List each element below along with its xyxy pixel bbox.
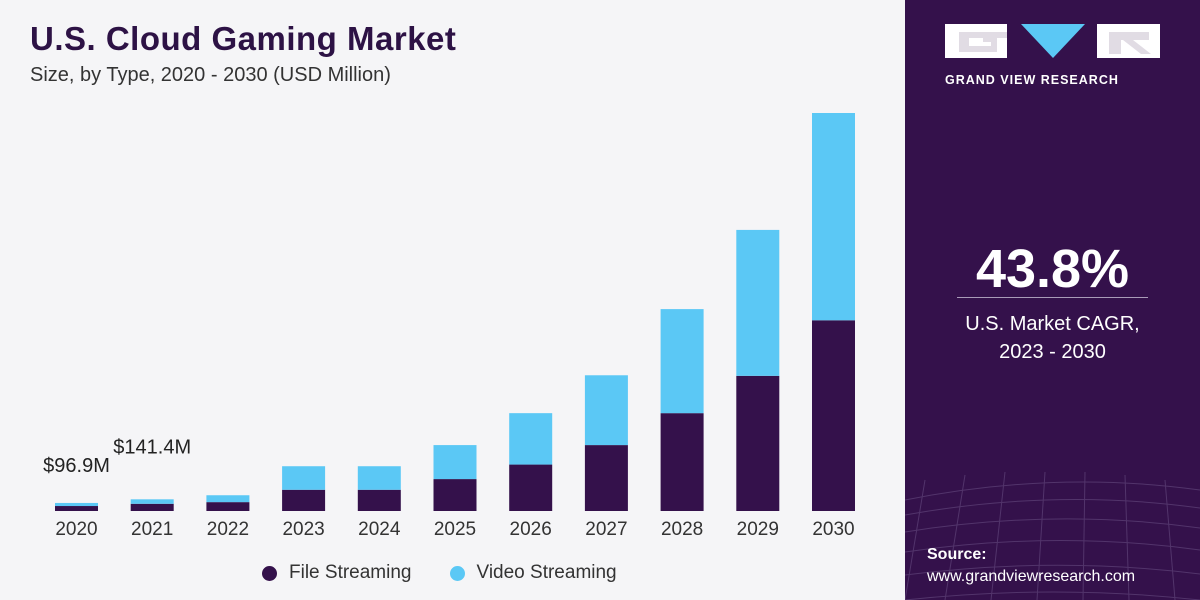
- brand-logo: GRAND VIEW RESEARCH: [945, 24, 1160, 87]
- bar-video-2027: [584, 375, 628, 446]
- bar-video-2021: [130, 499, 174, 504]
- bar-video-2022: [206, 495, 250, 503]
- bar-file-2024: [357, 489, 401, 511]
- x-tick-label-2024: 2024: [358, 519, 401, 540]
- x-tick-label-2029: 2029: [737, 519, 779, 540]
- legend-item-file-streaming: File Streaming: [262, 562, 412, 584]
- decorative-grid: [905, 471, 1200, 600]
- chart-title: U.S. Cloud Gaming Market: [30, 20, 457, 57]
- source-url[interactable]: www.grandviewresearch.com: [927, 568, 1136, 585]
- bar-file-2028: [660, 413, 704, 511]
- bar-video-2026: [509, 413, 553, 465]
- x-tick-label-2020: 2020: [55, 519, 97, 540]
- legend-item-video-streaming: Video Streaming: [449, 562, 617, 584]
- cagr-value: 43.8%: [975, 239, 1130, 299]
- bar-file-2030: [812, 320, 855, 511]
- cagr-label: U.S. Market CAGR, 2023 - 2030: [905, 310, 1200, 366]
- bar-file-2021: [130, 503, 174, 511]
- legend-label-video-streaming: Video Streaming: [476, 562, 617, 583]
- bar-video-2025: [433, 445, 477, 480]
- cagr-label-line1: U.S. Market CAGR,: [965, 313, 1140, 335]
- bar-video-2030: [812, 113, 855, 321]
- source-block: Source: www.grandviewresearch.com: [927, 544, 1135, 588]
- x-tick-label-2030: 2030: [812, 519, 854, 540]
- bar-file-2027: [584, 445, 628, 511]
- chart-legend: File Streaming Video Streaming: [262, 562, 655, 584]
- x-tick-label-2028: 2028: [661, 519, 703, 540]
- legend-label-file-streaming: File Streaming: [289, 562, 412, 583]
- bar-video-2020: [55, 502, 98, 507]
- stacked-bar-chart: 2020 2021 2022 2023 2024 2025 2026 2027 2028 2029…: [43, 113, 855, 540]
- bar-video-2028: [660, 309, 704, 414]
- bar-video-2029: [736, 229, 780, 376]
- cagr-label-line2: 2023 - 2030: [999, 341, 1106, 363]
- bar-file-2020: [55, 506, 98, 511]
- x-tick-label-2027: 2027: [585, 519, 627, 540]
- bar-video-2023: [282, 466, 326, 490]
- legend-swatch-video-streaming: [449, 565, 465, 581]
- info-sidebar: GRAND VIEW RESEARCH 43.8% U.S. Market CA…: [905, 0, 1200, 600]
- x-tick-label-2022: 2022: [207, 519, 249, 540]
- bar-file-2029: [736, 375, 780, 511]
- x-tick-label-2026: 2026: [510, 519, 552, 540]
- legend-swatch-file-streaming: [262, 565, 277, 581]
- cagr-divider: [957, 297, 1148, 298]
- gvr-logo-icon: [945, 24, 1160, 58]
- bar-file-2026: [509, 464, 553, 511]
- brand-name: GRAND VIEW RESEARCH: [945, 73, 1119, 87]
- bar-file-2025: [433, 479, 477, 511]
- bar-video-2024: [357, 466, 401, 490]
- x-tick-label-2025: 2025: [434, 519, 476, 540]
- source-label: Source:: [927, 546, 987, 563]
- chart-panel: U.S. Cloud Gaming Market Size, by Type, …: [30, 20, 855, 584]
- data-label-2020: $96.9M: [43, 455, 110, 477]
- x-tick-label-2021: 2021: [131, 519, 173, 540]
- bar-file-2023: [282, 489, 326, 511]
- x-tick-label-2023: 2023: [282, 519, 324, 540]
- bar-file-2022: [206, 502, 250, 511]
- chart-subtitle: Size, by Type, 2020 - 2030 (USD Million): [30, 64, 391, 86]
- data-label-2021: $141.4M: [113, 436, 191, 458]
